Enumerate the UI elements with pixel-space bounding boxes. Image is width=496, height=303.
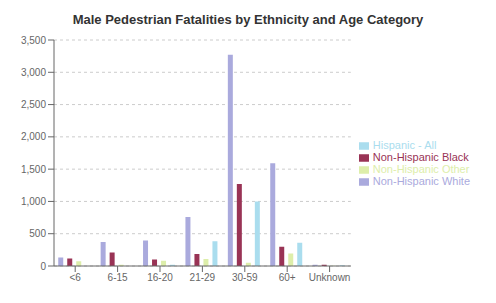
svg-text:1,500: 1,500 [21, 164, 46, 175]
svg-text:2,000: 2,000 [21, 131, 46, 142]
html-text:Non-Hispanic Black: Non-Hispanic Black [372, 150, 469, 163]
html-text:Non-Hispanic White: Non-Hispanic White [372, 175, 470, 188]
html-text:Male Pedestrian Fatalities by: Male Pedestrian Fatalities by Ethnicity … [72, 12, 424, 27]
svg-text:2,500: 2,500 [21, 99, 46, 110]
svg-text:<6: <6 [69, 272, 81, 283]
html-text:Hispanic - All: Hispanic - All [372, 138, 437, 151]
svg-text:3,500: 3,500 [21, 35, 46, 46]
svg-text:60+: 60+ [279, 272, 296, 283]
svg-text:3,000: 3,000 [21, 67, 46, 78]
svg-text:Unknown: Unknown [309, 272, 351, 283]
svg-text:0: 0 [40, 261, 46, 272]
svg-text:6-15: 6-15 [108, 272, 128, 283]
svg-text:1,000: 1,000 [21, 196, 46, 207]
svg-text:500: 500 [29, 228, 46, 239]
html-text:Non-Hispanic Other: Non-Hispanic Other [372, 163, 470, 175]
svg-text:30-59: 30-59 [232, 272, 258, 283]
svg-text:16-20: 16-20 [147, 272, 173, 283]
svg-text:21-29: 21-29 [190, 272, 216, 283]
